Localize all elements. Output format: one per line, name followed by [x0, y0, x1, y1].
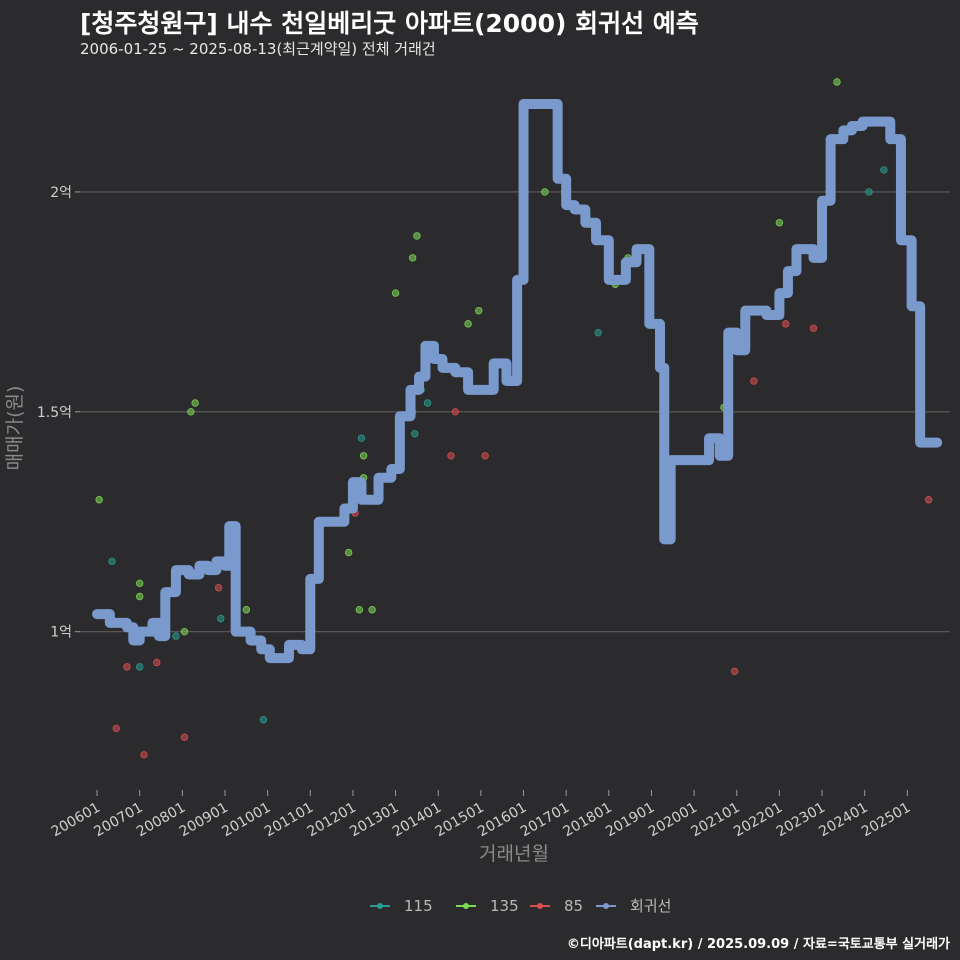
data-point-135 — [191, 399, 199, 407]
chart-subtitle: 2006-01-25 ~ 2025-08-13(최근계약일) 전체 거래건 — [80, 40, 436, 58]
data-point-115 — [136, 663, 144, 671]
data-point-85 — [180, 733, 189, 741]
data-point-135 — [464, 320, 472, 328]
y-tick-label: 1.5억 — [37, 405, 72, 421]
x-axis-title: 거래년월 — [479, 843, 549, 865]
data-point-115 — [594, 328, 602, 337]
data-point-135 — [775, 219, 784, 227]
data-point-85 — [153, 658, 161, 667]
data-point-135 — [833, 78, 841, 86]
data-point-85 — [447, 452, 455, 460]
data-point-135 — [355, 605, 364, 614]
legend-key-dot — [537, 903, 543, 909]
data-point-85 — [112, 724, 120, 733]
legend-key-dot — [603, 903, 609, 909]
data-point-115 — [259, 715, 268, 724]
data-point-135 — [136, 592, 144, 601]
data-point-115 — [423, 399, 432, 407]
data-point-135 — [180, 627, 189, 636]
data-point-115 — [357, 434, 366, 442]
data-point-135 — [408, 254, 417, 262]
data-point-115 — [880, 166, 888, 174]
data-point-135 — [475, 306, 483, 315]
data-point-135 — [541, 188, 549, 196]
data-point-135 — [136, 579, 144, 588]
legend-label: 135 — [490, 897, 519, 915]
data-point-85 — [730, 667, 739, 675]
chart-title: [청주청원구] 내수 천일베리굿 아파트(2000) 회귀선 예측 — [80, 9, 699, 38]
data-point-135 — [368, 605, 376, 614]
legend-label: 회귀선 — [630, 897, 671, 915]
data-point-115 — [172, 632, 180, 640]
data-point-85 — [214, 584, 223, 592]
data-point-85 — [750, 377, 758, 385]
data-point-85 — [140, 751, 148, 759]
data-point-115 — [217, 614, 225, 623]
data-point-85 — [451, 408, 459, 416]
data-point-135 — [187, 408, 195, 416]
scatter-points — [95, 78, 933, 759]
source-credit: ©디아파트(dapt.kr) / 2025.09.09 / 자료=국토교통부 실… — [566, 937, 950, 952]
legend: 115 135 85 회귀선 — [370, 897, 671, 915]
data-point-135 — [391, 289, 400, 297]
axes: 1억1.5억2억20060120070120080120090120100120… — [37, 185, 914, 840]
legend-key-dot — [463, 903, 469, 909]
data-point-135 — [344, 548, 353, 557]
y-tick-label: 1억 — [50, 625, 72, 641]
data-point-85 — [809, 324, 818, 332]
y-tick-label: 2억 — [50, 185, 72, 201]
data-point-115 — [865, 188, 873, 196]
regression-line-group — [92, 98, 943, 664]
data-point-85 — [123, 663, 131, 671]
legend-label: 115 — [404, 897, 433, 915]
data-point-115 — [411, 430, 419, 438]
legend-label: 85 — [564, 897, 583, 915]
data-point-135 — [242, 605, 251, 614]
data-point-85 — [924, 496, 933, 504]
data-point-85 — [481, 452, 489, 460]
y-axis-title: 매매가(원) — [4, 386, 26, 471]
data-point-135 — [359, 452, 368, 460]
data-point-135 — [95, 496, 103, 504]
x-tick-label: 202501 — [859, 800, 913, 841]
data-point-135 — [413, 232, 421, 240]
gridlines — [80, 191, 950, 633]
data-point-85 — [782, 320, 790, 328]
data-point-115 — [108, 557, 116, 566]
legend-key-dot — [377, 903, 383, 909]
regression-line — [92, 98, 943, 664]
